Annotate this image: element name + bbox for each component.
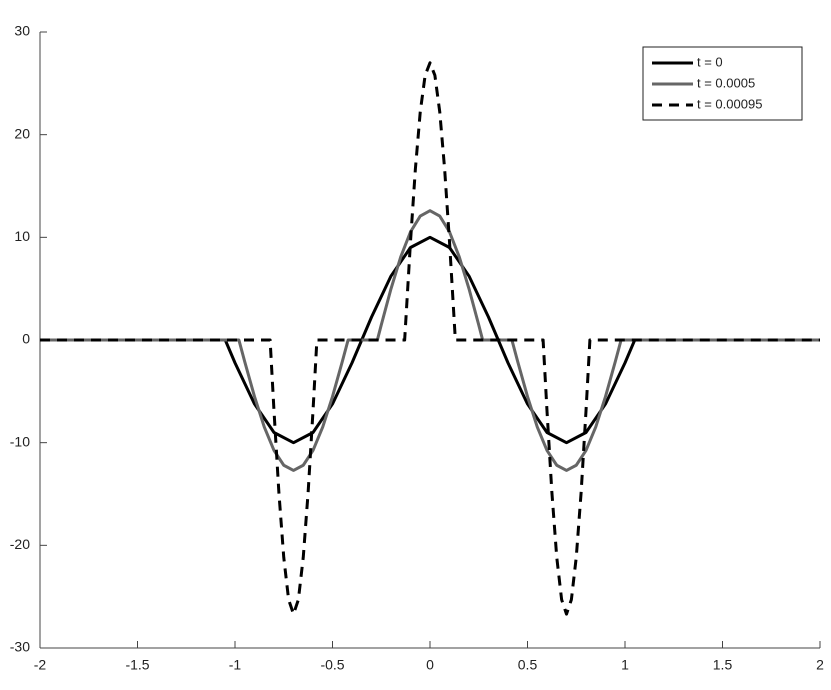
series-line [40, 61, 820, 616]
legend-label: t = 0.0005 [697, 75, 755, 90]
x-tick-label: 1.5 [713, 657, 733, 673]
x-tick-label: -1 [229, 657, 242, 673]
x-tick-label: 0.5 [518, 657, 538, 673]
y-tick-label: -20 [10, 536, 30, 552]
x-tick-label: -1.5 [125, 657, 149, 673]
y-tick-label: 30 [14, 23, 30, 39]
y-tick-label: 10 [14, 228, 30, 244]
y-tick-label: -30 [10, 639, 30, 655]
x-tick-label: 1 [621, 657, 629, 673]
legend-label: t = 0.00095 [697, 96, 762, 111]
series-line [40, 235, 820, 445]
legend-label: t = 0 [697, 54, 723, 69]
x-tick-label: -2 [34, 657, 47, 673]
series-line [40, 209, 820, 472]
y-tick-label: -10 [10, 433, 30, 449]
x-tick-label: 2 [816, 657, 824, 673]
y-tick-label: 0 [22, 331, 30, 347]
y-tick-label: 20 [14, 125, 30, 141]
x-tick-label: 0 [426, 657, 434, 673]
x-tick-label: -0.5 [320, 657, 344, 673]
